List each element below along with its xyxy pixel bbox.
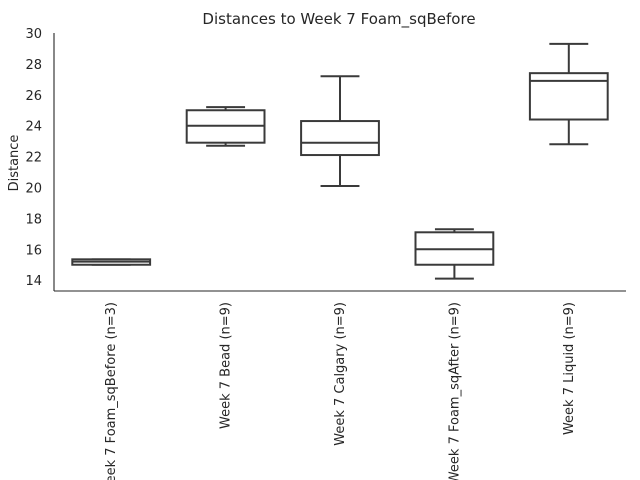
box-2 [185,106,266,147]
box-4 [414,228,495,280]
y-tick-label: 14 [25,274,42,289]
x-tick-label: Week 7 Calgary (n=9) [333,302,348,446]
box-3 [300,75,380,187]
x-tick-label: Week 7 Liquid (n=9) [562,302,577,435]
y-tick-label: 18 [25,212,42,227]
x-axis-ticks: Week 7 Foam_sqBefore (n=3) Week 7 Bead (n… [104,302,577,480]
y-tick-label: 22 [25,151,42,166]
y-tick-label: 16 [25,243,42,258]
box-5 [528,42,609,146]
x-tick-label: Week 7 Bead (n=9) [219,302,234,429]
y-tick-label: 26 [25,89,42,104]
y-axis-ticks: 14 16 18 20 22 24 26 28 30 [25,27,42,289]
x-tick-label: Week 7 Foam_sqAfter (n=9) [447,302,462,480]
box-series [71,42,609,280]
y-axis-label: Distance [7,135,22,192]
box-1 [71,258,152,266]
y-tick-label: 24 [25,120,42,135]
box-iqr [300,120,380,157]
y-tick-label: 28 [25,58,42,73]
y-tick-label: 30 [25,27,42,42]
x-tick-label: Week 7 Foam_sqBefore (n=3) [104,302,119,480]
y-tick-label: 20 [25,181,42,196]
chart-title: Distances to Week 7 Foam_sqBefore [202,10,475,29]
